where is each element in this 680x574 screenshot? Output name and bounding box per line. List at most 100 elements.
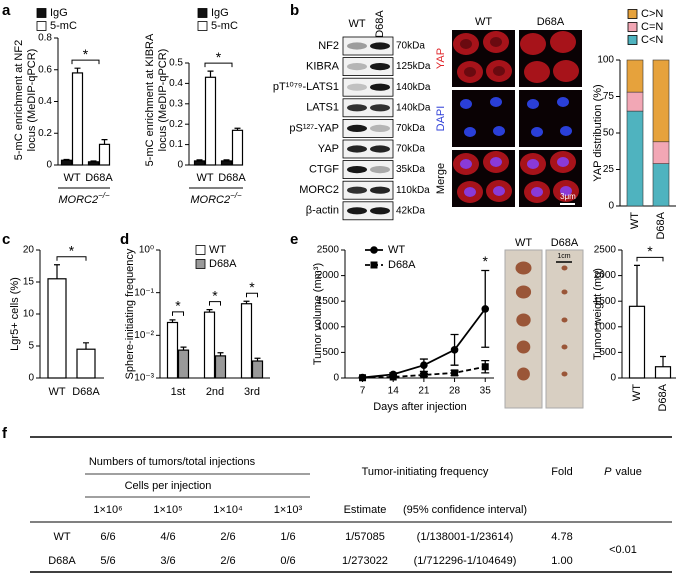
blot-protein: β-actin (306, 205, 339, 217)
significance: * (216, 49, 222, 65)
blot-band (370, 145, 390, 153)
blot-protein: pT¹⁰⁷⁹-LATS1 (273, 81, 339, 93)
series-line (362, 365, 486, 379)
y-tick-label: 20 (23, 245, 35, 256)
y-axis-label: locus (MeDIP-qPCR) (157, 49, 169, 152)
y-tick-label: 0.2 (169, 119, 183, 130)
y-axis-label: 5-mC enrichment at NF2 (13, 40, 25, 160)
blot-size: 70kDa (396, 123, 425, 134)
bar (654, 366, 672, 379)
marker (389, 373, 397, 381)
x-tick-label: 14 (388, 386, 400, 397)
y-tick-label: 1000 (317, 321, 340, 332)
marker (359, 374, 367, 382)
blot-protein: MORC2 (299, 184, 339, 196)
bar (60, 159, 73, 166)
blot-column: D68A (374, 10, 386, 38)
table-cell: 0/6 (280, 555, 295, 567)
blot-band (370, 83, 390, 91)
legend-swatch (36, 8, 47, 18)
error-bar (169, 319, 176, 323)
error-bar (90, 160, 97, 162)
bar (231, 129, 244, 166)
bar-segment (652, 141, 670, 164)
blot-band (370, 207, 390, 215)
bar (177, 349, 190, 379)
blot-protein: LATS1 (306, 102, 339, 114)
image-row: YAP (435, 48, 447, 69)
x-tick-label: WT (196, 172, 213, 184)
table-header: Estimate (344, 504, 387, 516)
significance: * (175, 298, 181, 314)
blot-band (347, 104, 367, 112)
error-bar (223, 159, 230, 161)
table-cell: 1/273022 (342, 555, 388, 567)
nucleus (527, 99, 539, 109)
legend-swatch (627, 9, 638, 19)
blot-band (347, 83, 367, 91)
legend-label: 5-mC (50, 20, 77, 32)
legend-swatch (36, 21, 47, 31)
blot-protein: YAP (318, 143, 339, 155)
bar (98, 143, 111, 166)
panel-label: b (290, 2, 299, 19)
blot-band (347, 42, 367, 50)
y-axis-label: YAP distribution (%) (592, 84, 604, 181)
x-tick-label: WT (48, 386, 65, 398)
y-axis-label: Lgr5+ cells (%) (9, 277, 21, 351)
legend-swatch (195, 245, 206, 255)
blot-strip (342, 180, 394, 200)
legend-label: WT (209, 244, 226, 256)
legend-label: C<N (641, 34, 663, 46)
scale-label: 1cm (557, 253, 570, 260)
blot-size: 110kDa (396, 185, 430, 196)
x-tick-label: 21 (418, 386, 430, 397)
y-tick-label: 0.8 (38, 33, 52, 44)
nucleus (560, 126, 572, 136)
legend-swatch (197, 21, 208, 31)
blot-column: WT (348, 18, 365, 30)
tumor (516, 340, 531, 354)
scale-label: 3μm (560, 192, 576, 201)
group-label: MORC2−/− (190, 191, 242, 206)
legend-swatch (627, 22, 638, 32)
significance-bracket (209, 301, 221, 306)
table-cell: 2/6 (220, 555, 235, 567)
table-cell: 3/6 (160, 555, 175, 567)
blot-strip (342, 160, 394, 180)
table-header: Cells per injection (125, 480, 212, 492)
significance-bracket (204, 62, 233, 68)
y-tick-label: 100 (597, 55, 614, 66)
blot-strip (342, 57, 394, 76)
table-header: 1×10⁵ (153, 504, 182, 516)
legend-label: WT (388, 244, 405, 256)
significance: * (249, 279, 255, 295)
panel-label: e (290, 231, 298, 248)
nucleus (493, 186, 505, 196)
cell (550, 31, 576, 53)
legend-label: C=N (641, 21, 663, 33)
error-bar (74, 67, 81, 73)
table-header: 1×10⁴ (213, 504, 243, 516)
bar-segment (626, 91, 644, 112)
x-tick-label: WT (629, 212, 641, 229)
bar (193, 160, 206, 166)
image-row: Merge (435, 163, 447, 194)
x-tick-label: D68A (72, 386, 100, 398)
tumor-photo (504, 249, 543, 409)
blot-band (370, 166, 390, 174)
table-cell: 5/6 (100, 555, 115, 567)
marker (481, 305, 490, 313)
blot-size: 70kDa (396, 144, 425, 155)
image-column: D68A (537, 16, 565, 28)
bar (204, 76, 217, 166)
legend-label: IgG (211, 7, 229, 19)
tumor (517, 367, 530, 381)
cell-nucleus (493, 66, 505, 76)
x-tick-label: 35 (480, 386, 492, 397)
bar (166, 321, 179, 379)
y-tick-label: 10⁻² (134, 330, 154, 341)
tumor (561, 265, 568, 271)
tumor (515, 285, 532, 299)
error-bar (234, 127, 241, 131)
